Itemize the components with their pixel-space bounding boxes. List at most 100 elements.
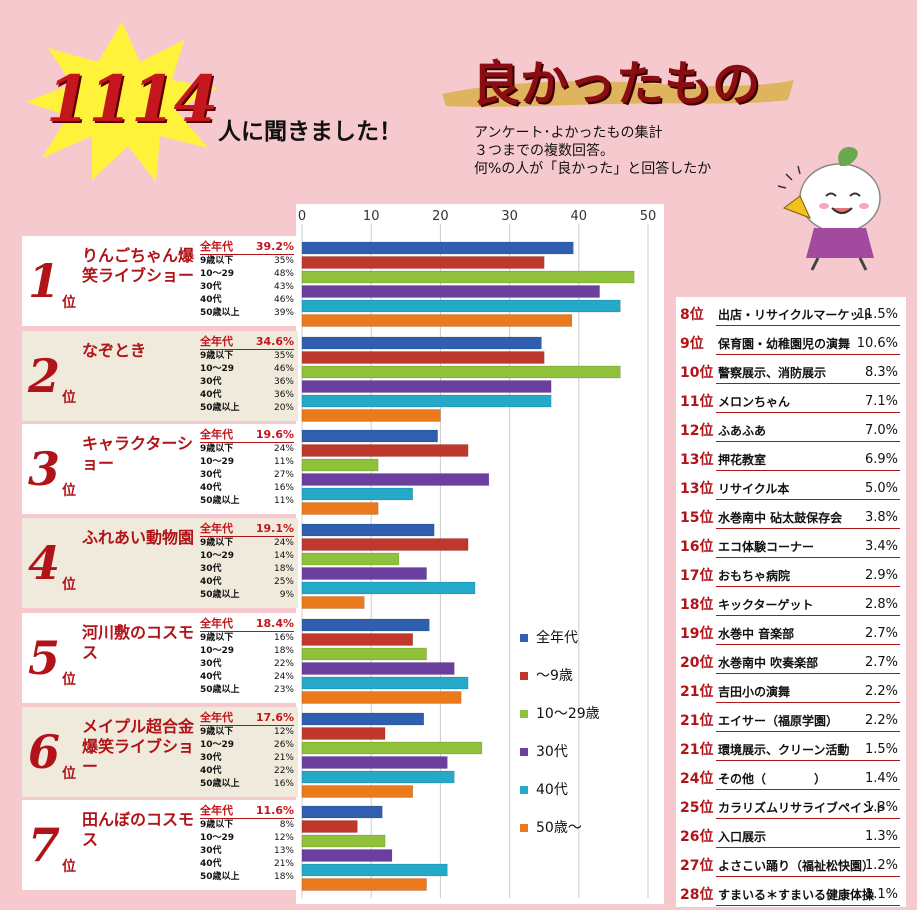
- bar: [301, 633, 413, 646]
- ranking-rank: 19位: [680, 626, 714, 642]
- ranking-rank: 8位: [680, 307, 704, 323]
- bar: [301, 502, 379, 515]
- ranking-underline: [716, 760, 900, 761]
- age-row: 30代 36%: [200, 376, 294, 389]
- age-label: 30代: [200, 659, 222, 669]
- bar: [301, 270, 635, 284]
- age-percent: 34.6%: [255, 335, 294, 348]
- ranking-rank: 24位: [680, 771, 714, 787]
- x-tick-label: 30: [501, 209, 518, 224]
- ranking-row: 11位 メロンちゃん 7.1%: [676, 388, 906, 416]
- age-percent: 26%: [273, 740, 294, 750]
- bar: [301, 314, 573, 327]
- legend-item: 40代: [520, 780, 568, 800]
- age-percent: 18%: [273, 872, 294, 882]
- legend-label: 10～29歳: [536, 706, 600, 722]
- legend-label: 30代: [536, 744, 568, 760]
- legend-label: 全年代: [536, 630, 578, 646]
- ranking-name: エイサー（福原学園）: [718, 714, 839, 728]
- ranking-rank: 18位: [680, 597, 714, 613]
- ranking-percent: 3.8%: [864, 510, 898, 525]
- page-title: 良かったもの: [472, 56, 761, 112]
- ranking-percent: 1.1%: [864, 887, 898, 902]
- subtitle-line: 何%の人が「良かった」と回答したか: [474, 161, 712, 177]
- age-label: 40代: [200, 766, 222, 776]
- rank-panel-background: [22, 331, 298, 421]
- ranking-underline: [716, 847, 900, 848]
- bar: [301, 849, 393, 862]
- ranking-name: 水巻南中 吹奏楽部: [718, 656, 819, 670]
- ranking-underline: [716, 441, 900, 442]
- ranking-row: 25位 カラリズムリサライブペイント 1.3%: [676, 794, 906, 822]
- age-percent: 16%: [273, 779, 294, 789]
- rank-panel-background: [22, 236, 298, 326]
- age-label: 10～29: [200, 457, 235, 467]
- ranking-underline: [716, 383, 900, 384]
- age-row: 全年代 17.6%: [200, 711, 294, 726]
- age-row: 10～29 18%: [200, 645, 294, 658]
- age-percent: 22%: [273, 659, 294, 669]
- bar: [301, 741, 483, 755]
- age-percent: 36%: [273, 377, 294, 387]
- x-tick-label: 0: [298, 209, 306, 224]
- age-row: 全年代 39.2%: [200, 240, 294, 255]
- age-label: 全年代: [200, 428, 233, 441]
- respondent-count-suffix: 人に聞きました！: [218, 119, 402, 145]
- rank-panel: 5 位河川敷のコスモス 全年代 18.4% 9歳以下 16% 10～29 18% 30代 22% 4…: [22, 613, 296, 703]
- age-label: 9歳以下: [200, 727, 234, 737]
- legend-swatch: [520, 786, 528, 794]
- ranking-percent: 7.0%: [864, 423, 898, 438]
- ranking-rank: 13位: [680, 481, 714, 497]
- ranking-name: メロンちゃん: [718, 395, 791, 409]
- bar: [301, 691, 462, 704]
- age-row: 全年代 19.6%: [200, 428, 294, 443]
- ranking-underline: [716, 702, 900, 703]
- bar: [301, 567, 427, 580]
- age-percent: 8%: [279, 820, 294, 830]
- age-label: 全年代: [200, 335, 233, 348]
- age-percent: 11%: [273, 496, 294, 506]
- age-percent: 18.4%: [255, 617, 294, 630]
- ranking-row: 8位 出店・リサイクルマーケット 11.5%: [676, 301, 906, 329]
- age-label: 40代: [200, 483, 222, 493]
- age-breakdown-table: 全年代 18.4% 9歳以下 16% 10～29 18% 30代 22% 40代 24% 50歳以上…: [200, 617, 294, 697]
- ranking-percent: 5.0%: [864, 481, 898, 496]
- ranking-underline: [716, 586, 900, 587]
- age-label: 30代: [200, 377, 222, 387]
- ranking-underline: [716, 354, 900, 355]
- bar: [301, 552, 400, 566]
- age-row: 全年代 18.4%: [200, 617, 294, 632]
- age-label: 40代: [200, 295, 222, 305]
- age-percent: 17.6%: [255, 711, 294, 724]
- bar: [301, 834, 386, 848]
- age-breakdown-table: 全年代 11.6% 9歳以下 8% 10～29 12% 30代 13% 40代 21% 50歳以上 1…: [200, 804, 294, 884]
- age-label: 9歳以下: [200, 444, 234, 454]
- age-row: 9歳以下 24%: [200, 537, 294, 550]
- bar: [301, 285, 600, 298]
- x-tick-label: 10: [363, 209, 380, 224]
- rank-item-name: キャラクターショー: [82, 434, 194, 473]
- ranking-rank: 13位: [680, 452, 714, 468]
- ranking-name: よさこい踊り（福祉松快園）: [718, 859, 875, 873]
- age-row: 全年代 34.6%: [200, 335, 294, 350]
- ranking-rank: 9位: [680, 336, 704, 352]
- rank-panel: 3 位キャラクターショー 全年代 19.6% 9歳以下 24% 10～29 11% 30代 27%…: [22, 424, 296, 514]
- age-row: 40代 22%: [200, 765, 294, 778]
- age-percent: 19.1%: [255, 522, 294, 535]
- age-label: 50歳以上: [200, 403, 240, 413]
- ranking-rank: 20位: [680, 655, 714, 671]
- rank-panel-background: [22, 707, 298, 797]
- starburst-decoration: [26, 22, 218, 182]
- legend-swatch: [520, 634, 528, 642]
- rank-number: 2: [28, 349, 61, 403]
- rank-suffix: 位: [62, 859, 76, 875]
- x-tick-label: 50: [640, 209, 657, 224]
- rank-suffix: 位: [62, 483, 76, 499]
- ranking-underline: [716, 644, 900, 645]
- rank-item-name: 田んぼのコスモス: [82, 810, 195, 849]
- rank-number: 1: [28, 254, 61, 308]
- age-label: 30代: [200, 282, 222, 292]
- rank-item-name: りんごちゃん爆笑ライブショー: [82, 246, 195, 285]
- age-row: 50歳以上 39%: [200, 307, 294, 320]
